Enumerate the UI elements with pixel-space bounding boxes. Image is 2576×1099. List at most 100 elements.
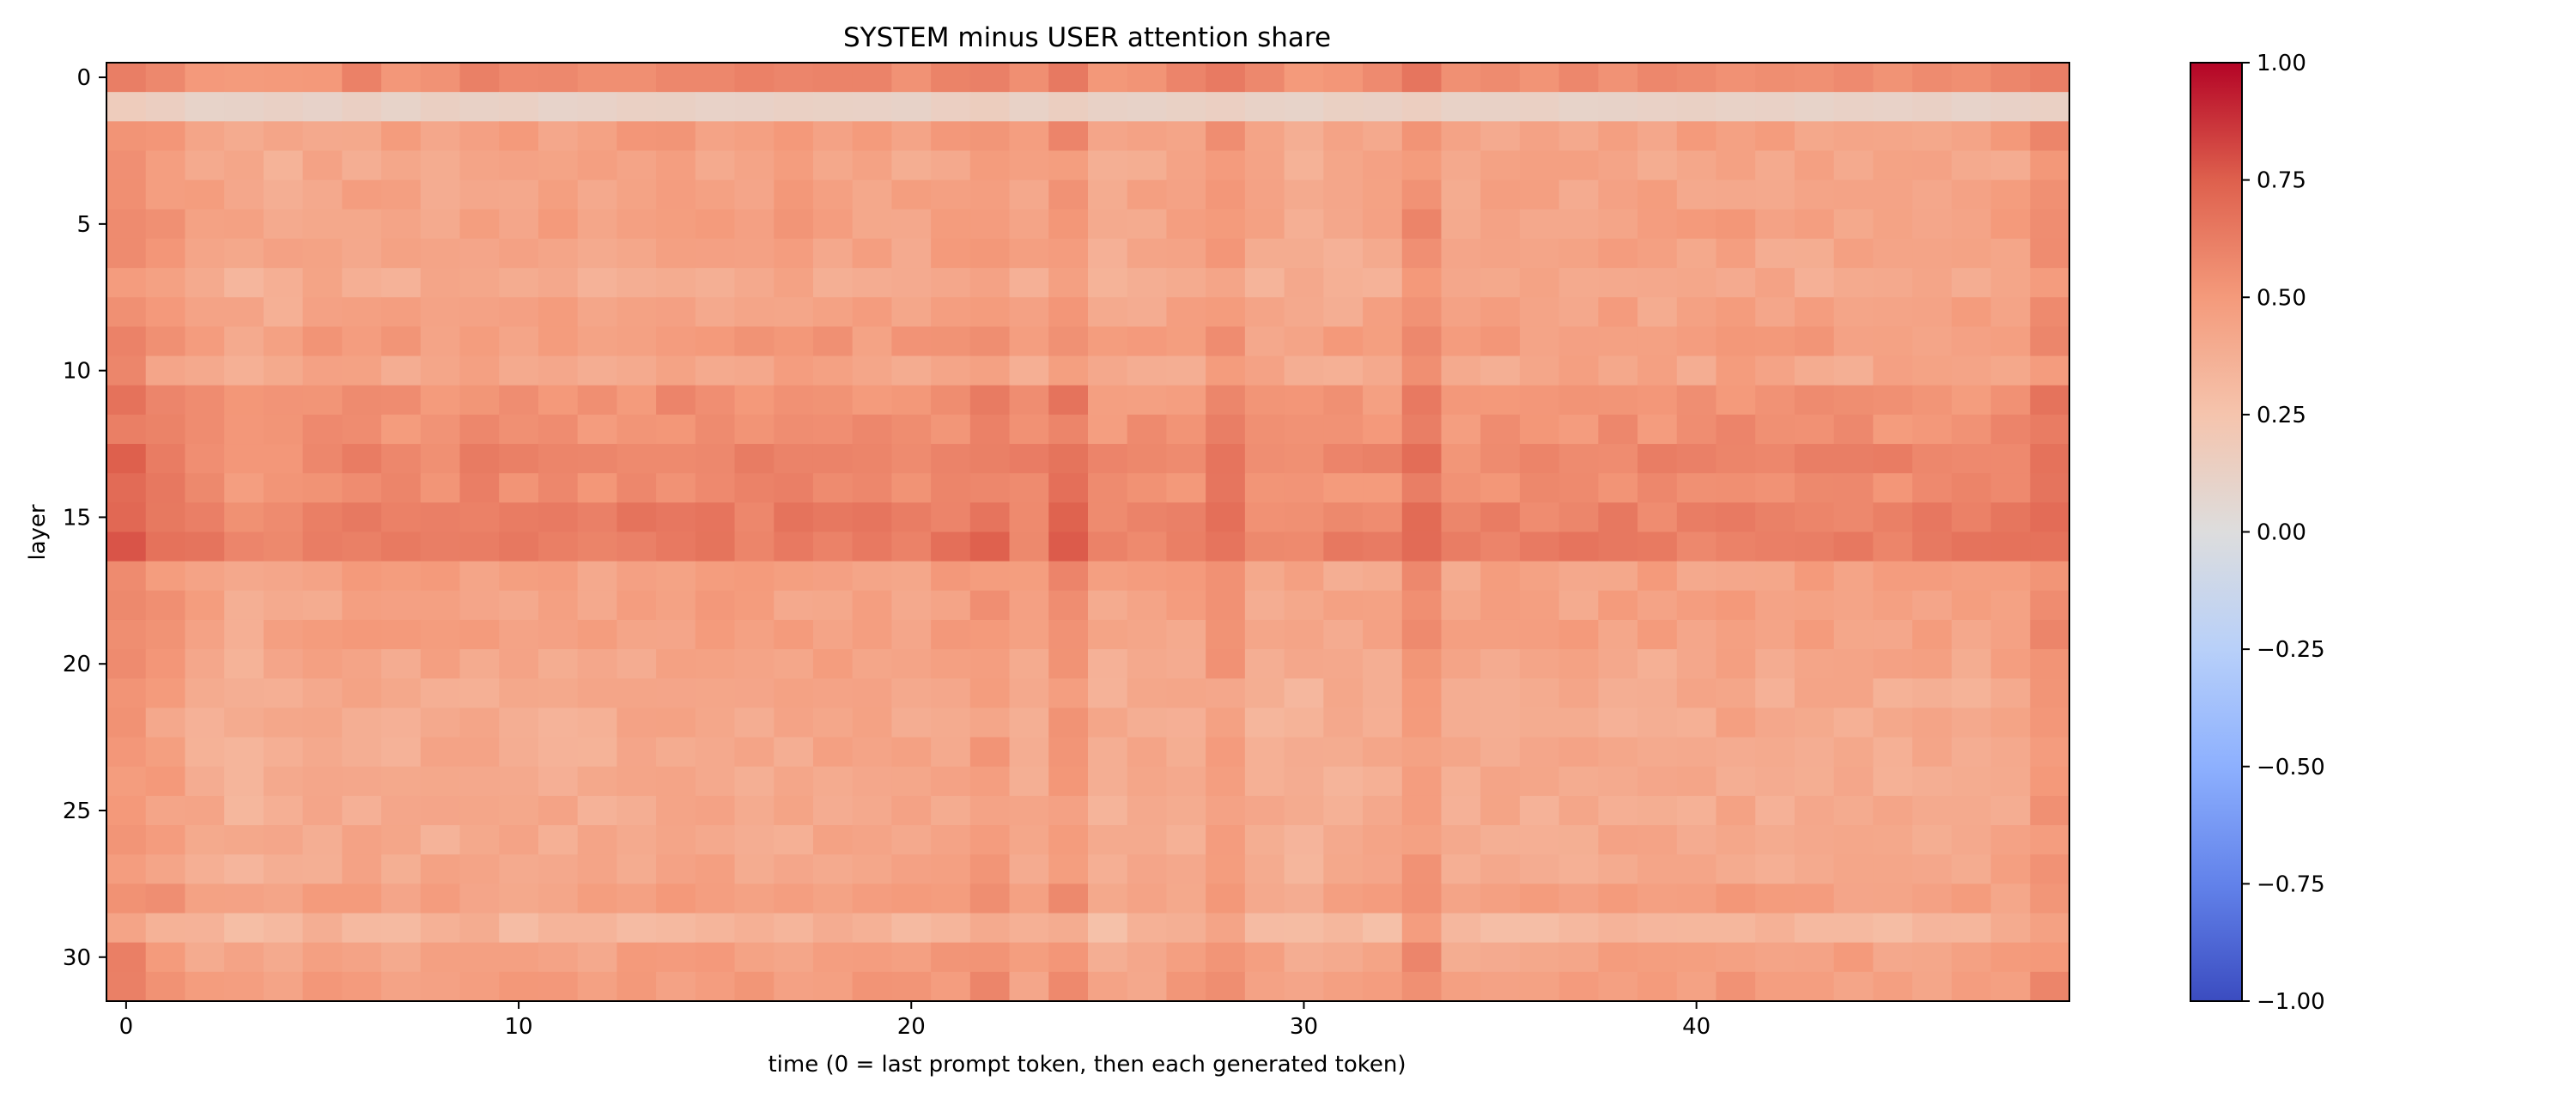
heatmap-cell: [577, 942, 617, 973]
heatmap-cell: [185, 531, 225, 562]
heatmap-cell: [1166, 473, 1206, 503]
heatmap-cell: [891, 766, 932, 797]
heatmap-cell: [1480, 854, 1521, 884]
heatmap-cell: [145, 414, 186, 445]
heatmap-cell: [1363, 619, 1403, 650]
heatmap-cell: [302, 942, 343, 973]
heatmap-cell: [459, 92, 500, 122]
heatmap-cell: [342, 414, 382, 445]
heatmap-cell: [577, 326, 617, 357]
heatmap-cell: [891, 414, 932, 445]
heatmap-cell: [459, 502, 500, 533]
heatmap-cell: [1951, 444, 1992, 474]
heatmap-cell: [695, 268, 736, 298]
heatmap-cell: [774, 619, 814, 650]
heatmap-cell: [1637, 63, 1678, 93]
heatmap-cell: [499, 63, 539, 93]
heatmap-cell: [656, 883, 696, 914]
heatmap-cell: [224, 238, 264, 269]
heatmap-cell: [734, 121, 775, 152]
heatmap-cell: [812, 766, 854, 797]
heatmap-cell: [106, 737, 147, 768]
heatmap-cell: [1127, 502, 1168, 533]
heatmap-cell: [577, 92, 617, 122]
heatmap-cell: [931, 473, 971, 503]
heatmap-cell: [1873, 913, 1913, 944]
heatmap-cell: [1794, 121, 1835, 152]
heatmap-cell: [969, 268, 1011, 298]
heatmap-cell: [1833, 561, 1874, 592]
heatmap-cell: [420, 209, 461, 240]
heatmap-cell: [1244, 63, 1285, 93]
heatmap-cell: [1244, 971, 1285, 1002]
heatmap-cell: [656, 502, 696, 533]
heatmap-cell: [1755, 825, 1795, 855]
heatmap-cell: [734, 678, 775, 709]
heatmap-cell: [774, 502, 814, 533]
heatmap-cell: [1912, 825, 1953, 855]
heatmap-cell: [1519, 179, 1560, 210]
heatmap-cell: [1833, 707, 1874, 738]
heatmap-cell: [577, 179, 617, 210]
heatmap-cell: [1206, 444, 1246, 474]
heatmap-cell: [1206, 268, 1246, 298]
heatmap-cell: [1206, 238, 1246, 269]
heatmap-cell: [1480, 766, 1521, 797]
heatmap-cell: [774, 63, 814, 93]
heatmap-cell: [1794, 854, 1835, 884]
heatmap-cell: [1206, 561, 1246, 592]
heatmap-cell: [145, 707, 186, 738]
heatmap-cell: [1206, 209, 1246, 240]
heatmap-cell: [1009, 297, 1049, 328]
heatmap-cell: [577, 766, 617, 797]
heatmap-cell: [1323, 63, 1364, 93]
heatmap-cell: [1637, 825, 1678, 855]
heatmap-cell: [1363, 268, 1403, 298]
heatmap-cell: [1009, 942, 1049, 973]
heatmap-cell: [1755, 766, 1795, 797]
heatmap-cell: [106, 854, 147, 884]
heatmap-cell: [106, 238, 147, 269]
heatmap-cell: [302, 678, 343, 709]
heatmap-cell: [812, 179, 854, 210]
heatmap-cell: [185, 414, 225, 445]
heatmap-cell: [852, 268, 892, 298]
heatmap-cell: [420, 121, 461, 152]
heatmap-cell: [1206, 531, 1246, 562]
heatmap-cell: [1794, 179, 1835, 210]
heatmap-cell: [1519, 297, 1560, 328]
heatmap-cell: [1206, 766, 1246, 797]
heatmap-cell: [1990, 883, 2031, 914]
heatmap-cell: [1598, 150, 1638, 181]
heatmap-cell: [224, 854, 264, 884]
heatmap-cell: [1048, 913, 1089, 944]
heatmap-cell: [499, 414, 539, 445]
heatmap-cell: [1244, 561, 1285, 592]
heatmap-cell: [302, 590, 343, 621]
heatmap-cell: [224, 971, 264, 1002]
heatmap-cell: [931, 825, 971, 855]
heatmap-cell: [1637, 414, 1678, 445]
heatmap-cell: [224, 766, 264, 797]
y-tick-label: 25: [63, 798, 91, 824]
heatmap-cell: [1441, 502, 1481, 533]
heatmap-cell: [1166, 385, 1206, 416]
heatmap-cell: [459, 179, 500, 210]
heatmap-cell: [1990, 913, 2031, 944]
heatmap-cell: [1166, 590, 1206, 621]
heatmap-cell: [1716, 825, 1756, 855]
heatmap-cell: [1244, 942, 1285, 973]
heatmap-cell: [1401, 971, 1443, 1002]
heatmap-cell: [695, 209, 736, 240]
heatmap-cell: [1441, 619, 1481, 650]
heatmap-cell: [1676, 268, 1717, 298]
heatmap-cell: [656, 913, 696, 944]
heatmap-cell: [1244, 913, 1285, 944]
heatmap-cell: [1676, 619, 1717, 650]
heatmap-cell: [969, 561, 1011, 592]
heatmap-cell: [734, 92, 775, 122]
heatmap-cell: [617, 444, 657, 474]
heatmap-cell: [617, 590, 657, 621]
heatmap-cell: [1951, 209, 1992, 240]
heatmap-cell: [1873, 238, 1913, 269]
